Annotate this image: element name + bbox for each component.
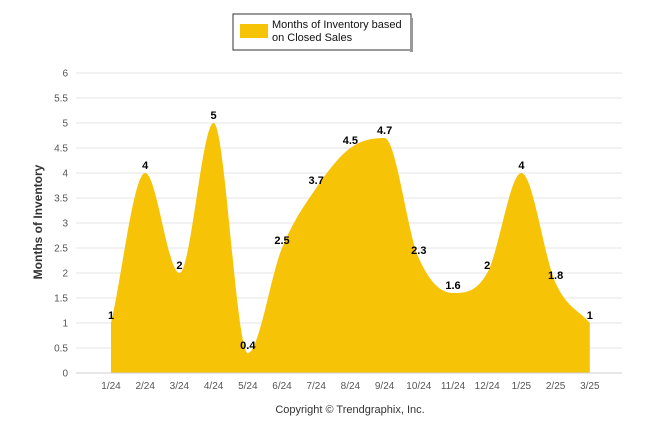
legend-swatch	[240, 24, 268, 38]
y-tick-label: 5.5	[54, 94, 68, 105]
x-tick-label: 1/24	[101, 381, 121, 392]
data-label: 2	[176, 260, 182, 272]
y-tick-label: 1	[62, 319, 68, 330]
data-label: 0.4	[240, 340, 256, 352]
y-tick-label: 4	[62, 169, 68, 180]
legend-text-line2: on Closed Sales	[272, 32, 353, 44]
data-label: 2.5	[274, 235, 289, 247]
x-tick-label: 6/24	[272, 381, 292, 392]
x-tick-label: 10/24	[406, 381, 431, 392]
x-tick-label: 8/24	[341, 381, 361, 392]
y-tick-label: 1.5	[54, 294, 68, 305]
x-tick-label: 7/24	[306, 381, 326, 392]
legend-text-line1: Months of Inventory based	[272, 19, 402, 31]
x-tick-label: 11/24	[441, 381, 466, 392]
data-label: 4.7	[377, 125, 392, 137]
x-tick-label: 2/24	[135, 381, 155, 392]
x-tick-label: 5/24	[238, 381, 258, 392]
y-tick-label: 2	[62, 269, 68, 280]
data-label: 4.5	[343, 135, 358, 147]
data-label: 1.8	[548, 270, 563, 282]
y-axis-title: Months of Inventory	[31, 164, 45, 279]
x-tick-label: 1/25	[512, 381, 532, 392]
data-label: 1.6	[445, 280, 460, 292]
y-tick-label: 2.5	[54, 244, 68, 255]
x-tick-labels: 1/24 2/24 3/24 4/24 5/24 6/24 7/24 8/24 9/24 10/2…	[101, 381, 600, 392]
data-labels: 1 4 2 5 0.4 2.5 3.7 4.5 4.7 2.3 1.6 2 4 1.8 1	[108, 110, 593, 352]
y-tick-label: 3.5	[54, 194, 68, 205]
x-tick-label: 12/24	[475, 381, 500, 392]
y-tick-labels: 0 0.5 1 1.5 2 2.5 3 3.5 4 4.5 5 5.5 6	[54, 69, 68, 380]
data-label: 2.3	[411, 245, 426, 257]
x-tick-label: 2/25	[546, 381, 566, 392]
y-tick-label: 5	[62, 119, 68, 130]
x-tick-label: 4/24	[204, 381, 224, 392]
data-label: 3.7	[309, 175, 324, 187]
data-label: 5	[211, 110, 217, 122]
legend: Months of Inventory based on Closed Sale…	[232, 13, 413, 52]
x-tick-label: 3/25	[580, 381, 600, 392]
x-tick-label: 9/24	[375, 381, 395, 392]
data-label: 1	[587, 310, 593, 322]
data-label: 4	[518, 160, 525, 172]
y-tick-label: 6	[62, 69, 68, 80]
y-tick-label: 0.5	[54, 344, 68, 355]
data-label: 2	[484, 260, 490, 272]
area-series	[111, 123, 590, 373]
x-tick-label: 3/24	[170, 381, 190, 392]
y-tick-label: 4.5	[54, 144, 68, 155]
y-tick-label: 0	[62, 369, 68, 380]
data-label: 1	[108, 310, 114, 322]
y-tick-label: 3	[62, 219, 68, 230]
data-label: 4	[142, 160, 149, 172]
copyright-credit: Copyright © Trendgraphix, Inc.	[275, 404, 424, 416]
legend-shadow	[410, 18, 413, 52]
